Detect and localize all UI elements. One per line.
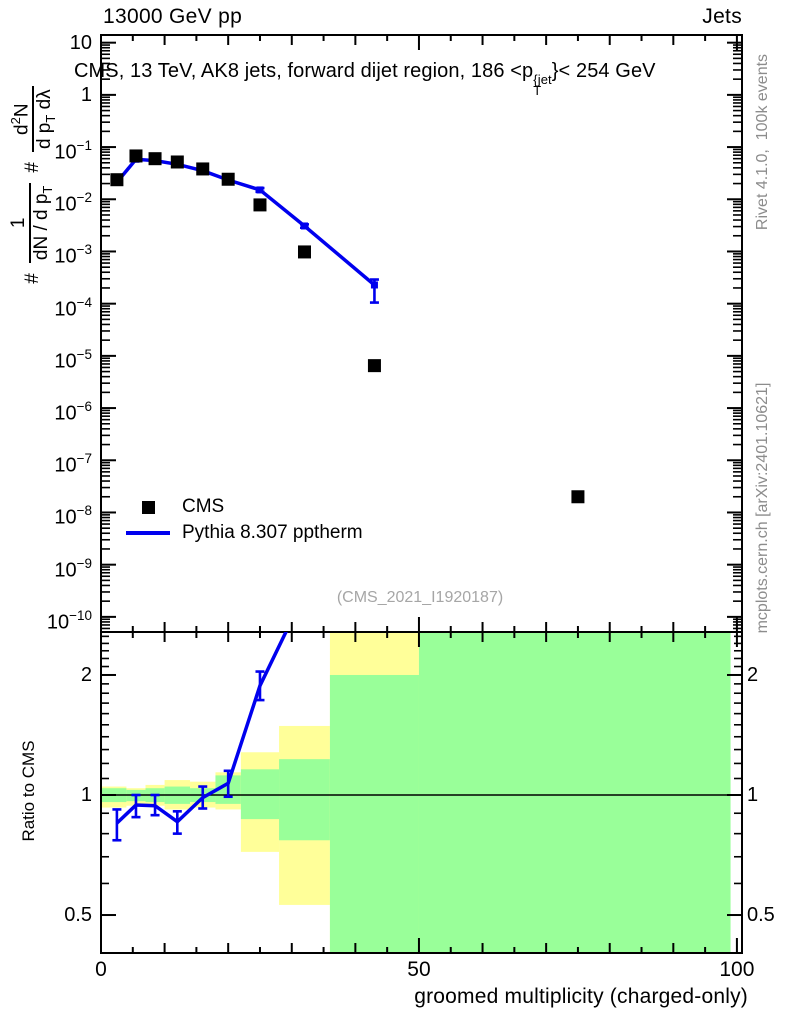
x-axis-label: groomed multiplicity (charged-only) (414, 985, 748, 1008)
beam-title: 13000 GeV pp (103, 5, 243, 28)
main-y-tick-label: 1 (80, 83, 92, 106)
ratio-y-tick-label-left: 0.5 (64, 904, 92, 927)
analysis-group-title: Jets (702, 5, 742, 28)
main-y-tick-label: 10−5 (54, 346, 92, 373)
cms-square-marker-icon (141, 500, 155, 514)
main-y-tick-label: 10−8 (54, 503, 92, 530)
legend-label-pythia: Pythia 8.307 pptherm (182, 522, 363, 543)
x-tick-label: 50 (407, 958, 431, 981)
legend: CMS Pythia 8.307 pptherm (126, 494, 363, 546)
main-y-tick-label: 10−9 (54, 555, 92, 582)
main-y-tick-label: 10−6 (54, 399, 92, 425)
ratio-y-tick-label-right: 2 (747, 663, 759, 686)
main-y-tick-label: 10 (69, 31, 92, 54)
watermark: (CMS_2021_I1920187) (336, 589, 504, 606)
x-tick-label: 0 (95, 958, 107, 981)
ratio-y-tick-label-left: 1 (80, 784, 92, 806)
main-y-tick-label: 10−2 (54, 190, 92, 216)
main-y-tick-label: 10−4 (54, 294, 92, 321)
main-y-tick-label: 10−7 (54, 451, 92, 477)
pythia-line-marker-icon (126, 531, 170, 535)
annotation: CMS, 13 TeV, AK8 jets, forward dijet reg… (74, 60, 656, 98)
pt-jet-supsub: {jet T (533, 72, 552, 98)
legend-label-cms: CMS (182, 496, 225, 517)
ratio-y-tick-label-right: 0.5 (747, 904, 775, 927)
main-y-tick-label: 10−10 (46, 607, 92, 634)
main-y-tick-label: 10−1 (54, 138, 92, 164)
legend-item-cms: CMS (126, 494, 363, 520)
ratio-y-tick-label-right: 1 (747, 784, 759, 806)
x-tick-label: 100 (719, 958, 755, 981)
legend-item-pythia: Pythia 8.307 pptherm (126, 520, 363, 546)
ratio-y-tick-label-left: 2 (80, 663, 92, 686)
main-y-tick-label: 10−3 (54, 242, 92, 269)
